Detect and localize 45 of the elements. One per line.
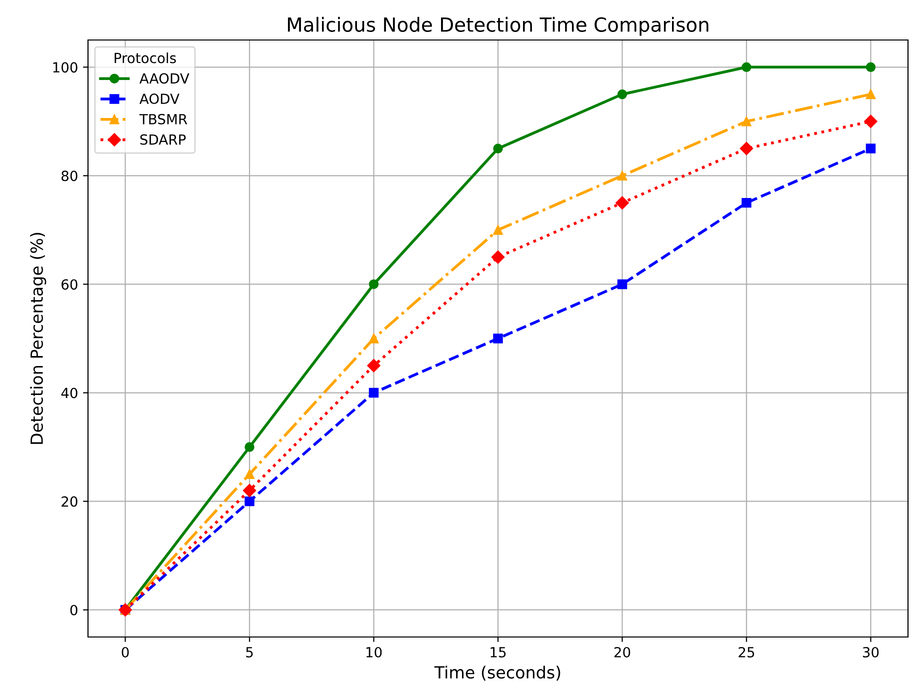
point (368, 388, 379, 398)
point (244, 496, 254, 506)
point (244, 469, 254, 480)
x-tick-label: 10 (366, 646, 382, 658)
legend-title: Protocols (114, 52, 176, 64)
point (742, 198, 752, 208)
x-tick-label: 5 (246, 647, 253, 658)
y-tick-label: 0 (70, 604, 78, 616)
point (866, 144, 876, 154)
point (493, 144, 503, 154)
y-tick-label: 20 (62, 496, 78, 507)
y-tick-label: 40 (61, 388, 78, 398)
point (740, 142, 754, 156)
legend-label: AODV (139, 94, 180, 104)
point (617, 170, 628, 181)
point (368, 334, 379, 344)
legend-label: AAODV (139, 73, 190, 84)
y-axis-title: Detection Percentage (%) (30, 232, 46, 444)
point (493, 334, 503, 344)
point (616, 196, 629, 210)
point (617, 279, 628, 290)
point (742, 62, 752, 72)
point (368, 279, 379, 290)
x-tick-label: 0 (122, 646, 129, 658)
y-tick-label: 80 (62, 170, 78, 182)
x-tick-label: 20 (614, 646, 630, 658)
y-tick-label: 60 (62, 279, 78, 290)
y-tick-label: 100 (53, 62, 78, 73)
x-tick-label: 30 (862, 646, 879, 658)
x-tick-label: 15 (490, 647, 506, 658)
point (864, 114, 878, 128)
legend-label: SDARP (140, 134, 186, 145)
x-tick-label: 25 (738, 646, 754, 658)
point (866, 89, 876, 100)
point (491, 250, 505, 264)
chart-title: Malicious Node Detection Time Comparison (288, 16, 708, 36)
point (367, 359, 380, 372)
legend-label: TBSMR (139, 114, 188, 124)
point (617, 89, 628, 100)
point (742, 116, 752, 126)
point (242, 484, 256, 498)
x-axis-title: Time (seconds) (434, 666, 560, 681)
point (493, 225, 503, 235)
point (866, 62, 876, 72)
point (244, 442, 254, 452)
